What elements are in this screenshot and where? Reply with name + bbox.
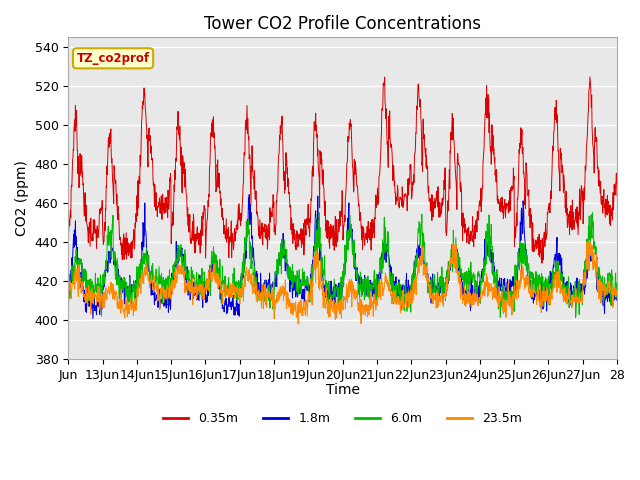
Y-axis label: CO2 (ppm): CO2 (ppm): [15, 160, 29, 236]
Legend: 0.35m, 1.8m, 6.0m, 23.5m: 0.35m, 1.8m, 6.0m, 23.5m: [158, 407, 527, 430]
Text: TZ_co2prof: TZ_co2prof: [77, 52, 150, 65]
Title: Tower CO2 Profile Concentrations: Tower CO2 Profile Concentrations: [204, 15, 481, 33]
X-axis label: Time: Time: [326, 383, 360, 397]
